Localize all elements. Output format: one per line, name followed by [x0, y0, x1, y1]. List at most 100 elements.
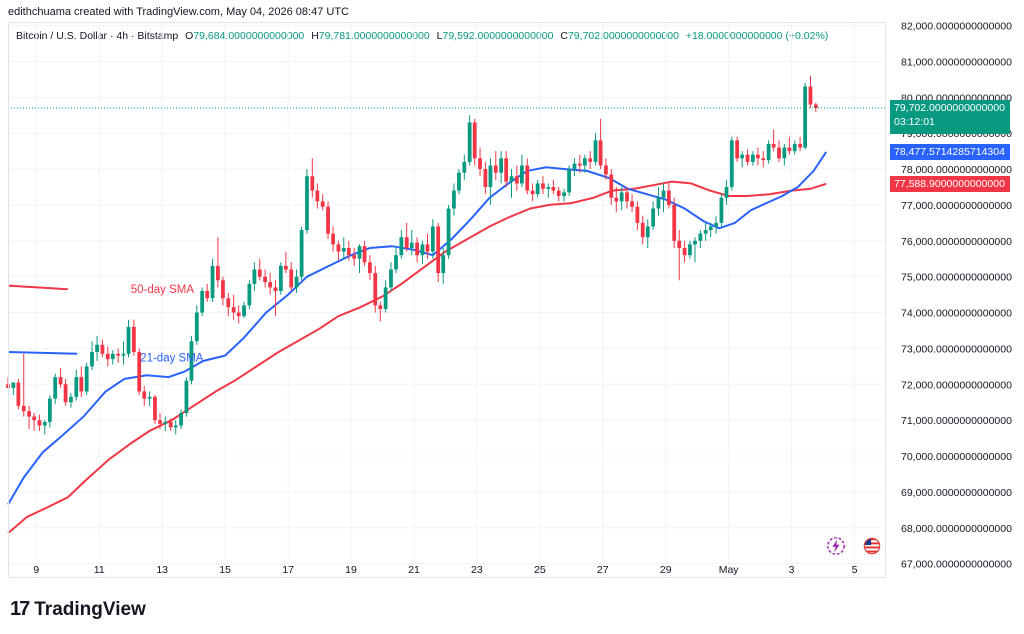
x-tick-label: 5	[852, 564, 858, 576]
candle-body	[514, 176, 519, 184]
candle-body	[645, 226, 650, 238]
change-value: +18.0000000000000 (+0.02%)	[685, 30, 829, 42]
x-tick-label: 19	[345, 564, 357, 576]
candle-body	[383, 287, 388, 309]
candle-body	[756, 154, 760, 159]
candle-body	[273, 287, 278, 292]
candle-body	[483, 169, 488, 188]
candle-body	[142, 391, 147, 399]
candle-body	[719, 197, 724, 223]
x-tick-label: 25	[534, 564, 546, 576]
y-tick-label: 81,000.0000000000000	[901, 56, 1012, 68]
sma21-label: 21-day SMA	[140, 352, 204, 364]
candle-body	[90, 352, 94, 367]
last-price-tag: 79,702.0000000000000 03:12:01	[890, 100, 1010, 135]
x-tick-label: 23	[471, 564, 483, 576]
x-tick-label: 17	[282, 564, 294, 576]
candle-body	[430, 226, 435, 252]
candle-body	[263, 276, 267, 283]
candle-body	[184, 380, 189, 413]
candle-body	[472, 122, 477, 159]
candle-body	[614, 197, 619, 202]
candle-body	[210, 265, 215, 299]
sma50-legend-line	[7, 284, 68, 291]
y-tick-label: 73,000.0000000000000	[901, 343, 1012, 355]
candle-body	[425, 244, 430, 252]
open-key: O	[185, 30, 194, 42]
candle-body	[488, 165, 493, 188]
candle-body	[577, 163, 582, 166]
candle-body	[131, 326, 136, 353]
candle-body	[305, 176, 309, 231]
candle-body	[341, 247, 346, 252]
candle-body	[37, 420, 42, 426]
candle-body	[163, 421, 168, 424]
candle-body	[640, 222, 645, 238]
candle-body	[394, 255, 398, 270]
candle-body	[236, 312, 241, 317]
candle-body	[572, 163, 577, 170]
candle-body	[630, 201, 634, 207]
candle-body	[525, 165, 530, 191]
x-tick-label: May	[719, 564, 740, 576]
candle-body	[409, 242, 414, 248]
candle-body	[582, 158, 587, 166]
candle-body	[346, 247, 351, 256]
candle-body	[299, 230, 304, 277]
candle-body	[520, 165, 524, 184]
candle-body	[216, 265, 220, 281]
candle-body	[499, 158, 504, 173]
candle-body	[368, 262, 372, 274]
candle-body	[268, 282, 273, 288]
candle-body	[399, 237, 404, 256]
candle-body	[693, 240, 697, 245]
candle-body	[609, 174, 614, 198]
candle-body	[798, 143, 802, 148]
candle-body	[58, 377, 63, 385]
candle-body	[530, 190, 535, 195]
x-tick-label: 13	[156, 564, 168, 576]
lightning-icon[interactable]	[826, 536, 846, 556]
candle-body	[714, 222, 718, 227]
candle-body	[546, 187, 551, 189]
x-tick-label: 27	[597, 564, 609, 576]
candle-body	[666, 190, 671, 205]
candle-body	[320, 201, 325, 207]
sma21-value: 78,477.5714285714304	[894, 145, 1005, 158]
candle-body	[194, 312, 199, 342]
candle-body	[415, 242, 419, 256]
candle-body	[326, 206, 330, 234]
candle-body	[672, 204, 677, 241]
candle-body	[420, 244, 425, 256]
candle-body	[84, 366, 89, 392]
y-tick-label: 67,000.0000000000000	[901, 559, 1012, 571]
candle-body	[158, 420, 162, 424]
sma50-tag: 77,588.9000000000000	[890, 175, 1010, 192]
candle-body	[6, 384, 10, 388]
candle-body	[357, 246, 362, 259]
candle-body	[541, 183, 545, 189]
candle-body	[242, 305, 246, 317]
us-flag-icon[interactable]	[862, 536, 882, 556]
close-key: C	[560, 30, 568, 42]
x-axis: 9 11 13 15 17 19 21 23 25 27 29 May 3 5	[33, 564, 857, 576]
candle-body	[126, 326, 131, 354]
candle-body	[74, 377, 79, 397]
high-value: 79,781.0000000000000	[318, 30, 430, 42]
sma21-tag: 78,477.5714285714304	[890, 143, 1010, 160]
candle-body	[42, 421, 47, 426]
candle-body	[221, 280, 225, 299]
candle-body	[231, 307, 236, 313]
candle-body	[729, 140, 734, 188]
candle-body	[168, 421, 173, 428]
candle-body	[283, 265, 288, 270]
candle-body	[750, 154, 755, 162]
y-tick-label: 69,000.0000000000000	[901, 487, 1012, 499]
candle-body	[493, 165, 498, 173]
candle-body	[69, 396, 73, 403]
candle-body	[352, 255, 357, 259]
candle-body	[105, 353, 110, 360]
candle-body	[635, 206, 640, 223]
candle-body	[16, 382, 21, 406]
